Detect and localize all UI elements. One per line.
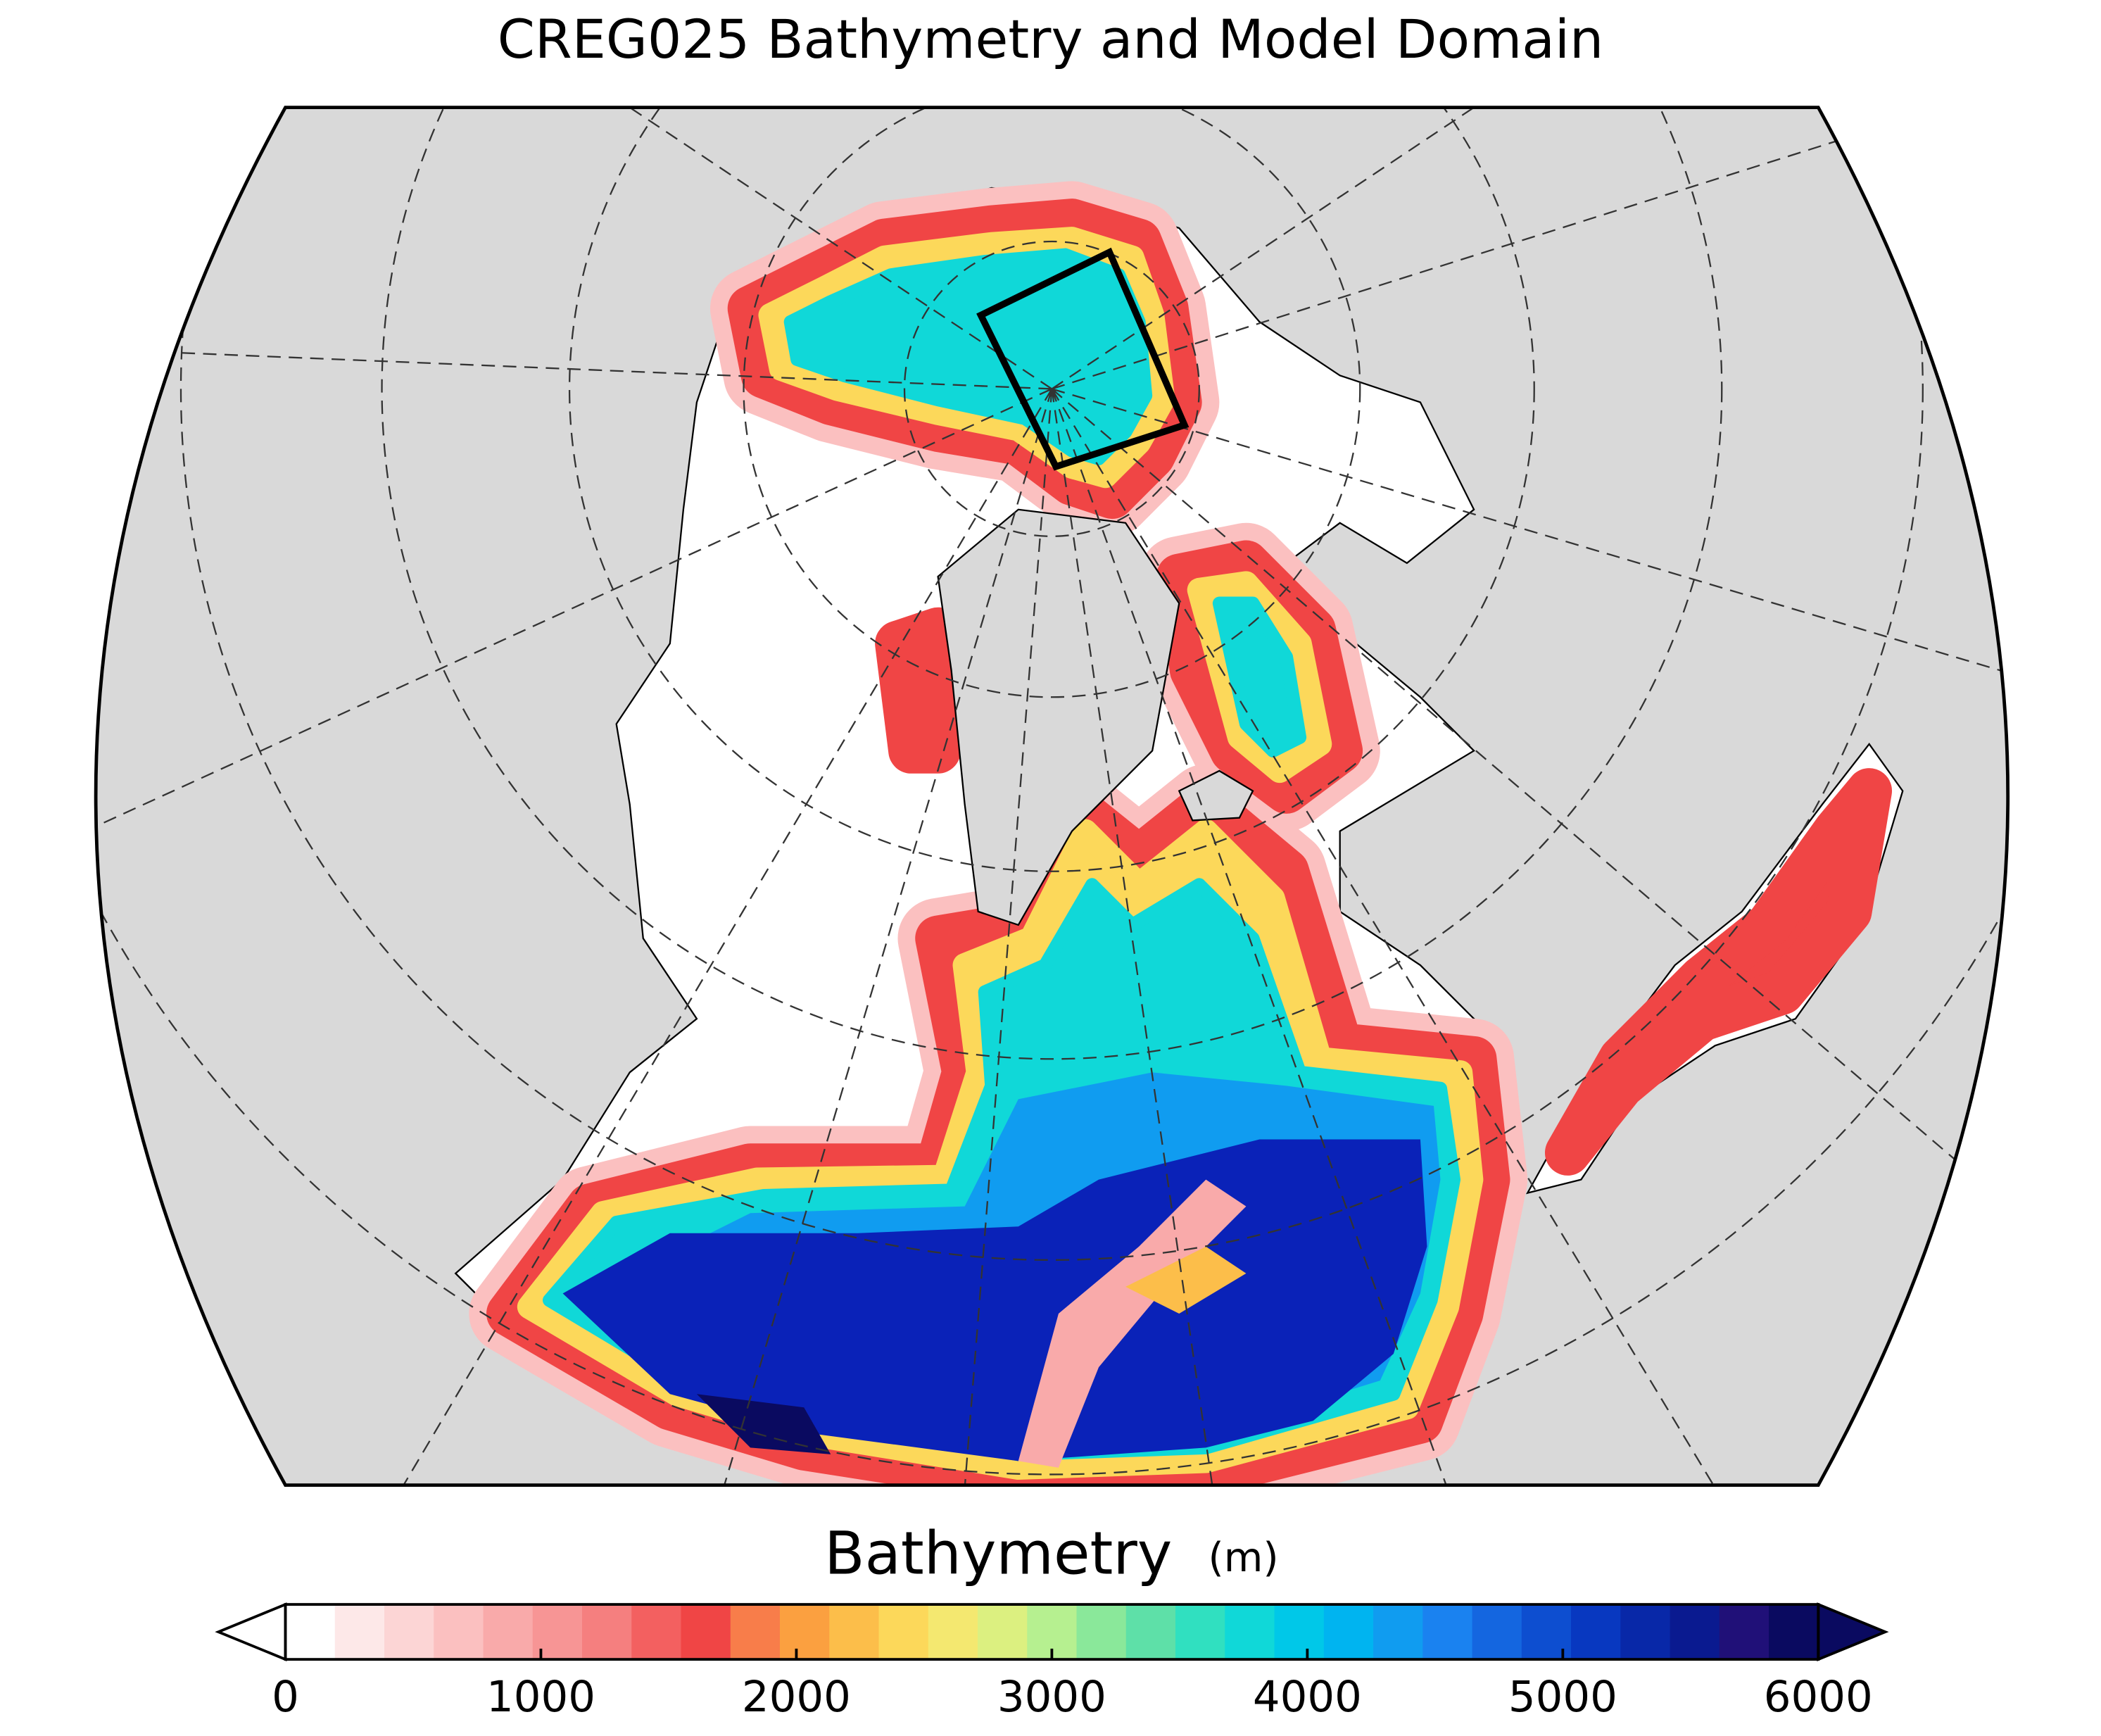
colorbar-tick-label: 2000: [742, 1672, 851, 1722]
colorbar-box: [1076, 1604, 1127, 1660]
colorbar-box: [1571, 1604, 1622, 1660]
colorbar-box: [1323, 1604, 1374, 1660]
colorbar-box: [1373, 1604, 1424, 1660]
colorbar-box: [878, 1604, 929, 1660]
colorbar-box: [631, 1604, 682, 1660]
deep-basins: [469, 181, 1893, 1485]
map: [96, 107, 2008, 1485]
colorbar-unit: (m): [1209, 1535, 1279, 1581]
colorbar-tick-label: 4000: [1253, 1672, 1362, 1722]
colorbar-box: [978, 1604, 1028, 1660]
colorbar-box: [1175, 1604, 1226, 1660]
colorbar-box: [730, 1604, 781, 1660]
map-frame: [94, 106, 2009, 1487]
colorbar-box: [1620, 1604, 1671, 1660]
colorbar-box: [681, 1604, 731, 1660]
greenland: [937, 508, 1180, 926]
colorbar-box: [1670, 1604, 1720, 1660]
colorbar: 0 1000 2000 3000 4000 5000 6000: [215, 1602, 1889, 1722]
model-box: [976, 247, 1190, 471]
graticule: [96, 107, 2008, 1485]
colorbar-box: [928, 1604, 978, 1660]
colorbar-box: [582, 1604, 633, 1660]
colorbar-box: [1125, 1604, 1176, 1660]
colorbar-box: [285, 1604, 336, 1660]
colorbar-box: [1472, 1604, 1522, 1660]
colorbar-box: [829, 1604, 880, 1660]
colorbar-tick-label: 6000: [1764, 1672, 1873, 1722]
colorbar-under: [215, 1602, 287, 1661]
colorbar-box: [1225, 1604, 1275, 1660]
colorbar-box: [483, 1604, 534, 1660]
iceland: [1178, 769, 1254, 822]
title: CREG025 Bathymetry and Model Domain: [498, 8, 1604, 70]
colorbar-tick-label: 0: [272, 1672, 299, 1722]
colorbar-box: [780, 1604, 831, 1660]
colorbar-box: [384, 1604, 435, 1660]
colorbar-box: [334, 1604, 385, 1660]
colorbar-tick-label: 3000: [997, 1672, 1106, 1722]
colorbar-box: [1422, 1604, 1473, 1660]
colorbar-box: [1274, 1604, 1325, 1660]
colorbar-box: [1521, 1604, 1572, 1660]
colorbar-label: Bathymetry: [824, 1518, 1172, 1587]
colorbar-box: [434, 1604, 484, 1660]
colorbar-tick-label: 1000: [486, 1672, 595, 1722]
colorbar-over: [1817, 1602, 1889, 1661]
colorbar-box: [1769, 1604, 1819, 1660]
colorbar-box: [1719, 1604, 1770, 1660]
colorbar-tick-label: 5000: [1508, 1672, 1617, 1722]
